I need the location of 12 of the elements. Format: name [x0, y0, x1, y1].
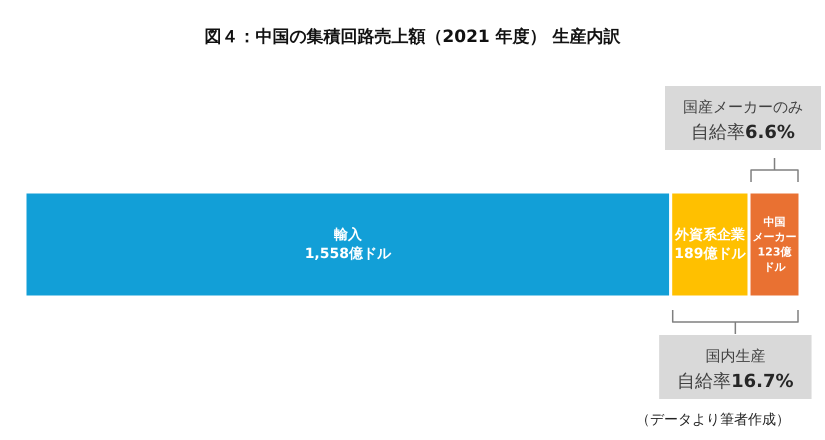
text: 自給率16.7%	[677, 371, 794, 392]
data-label: 189億ドル	[674, 244, 746, 262]
series-label: 外資系企業	[674, 227, 745, 244]
data-label: 1,558億ドル	[304, 244, 392, 262]
text: 自給率6.6%	[691, 122, 795, 143]
chart-title: 図４：中国の集積回路売上額（2021 年度） 生産内訳	[204, 27, 622, 47]
data-label: 123億ドル	[758, 245, 792, 274]
series-label: 中国メーカー	[752, 216, 797, 244]
series-label: 輸入	[332, 227, 363, 244]
text: 国産メーカーのみ	[683, 98, 803, 116]
text: （データより筆者作成）	[636, 412, 790, 428]
text: 国内生産	[705, 347, 766, 365]
